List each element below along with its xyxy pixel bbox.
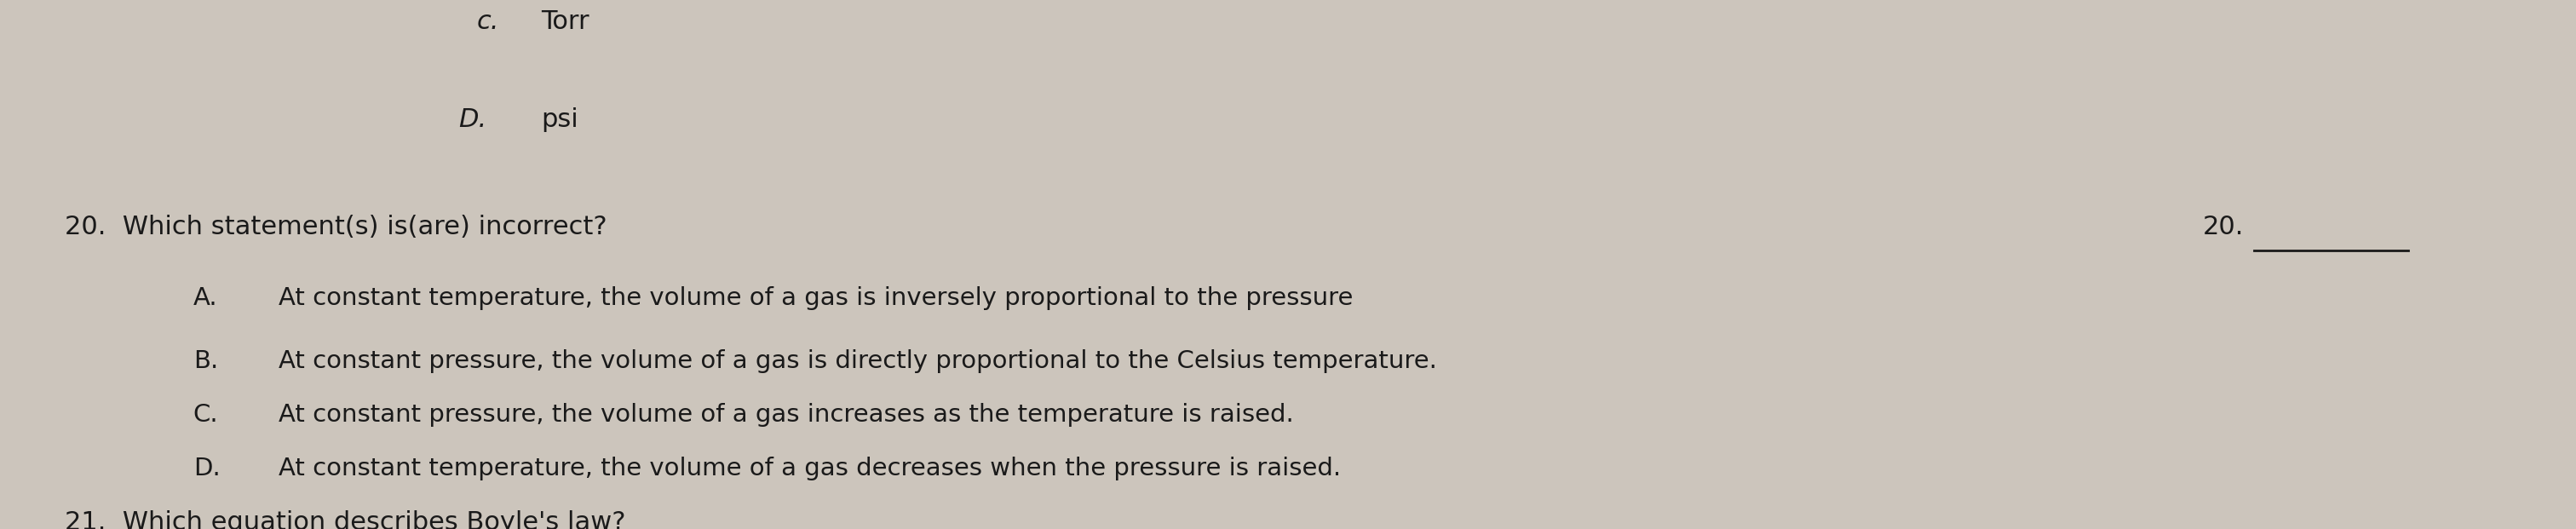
Text: psi: psi bbox=[541, 107, 577, 132]
Text: A.: A. bbox=[193, 286, 216, 310]
Text: At constant pressure, the volume of a gas increases as the temperature is raised: At constant pressure, the volume of a ga… bbox=[278, 403, 1293, 426]
Text: B.: B. bbox=[193, 349, 219, 373]
Text: C.: C. bbox=[193, 403, 219, 426]
Text: At constant temperature, the volume of a gas is inversely proportional to the pr: At constant temperature, the volume of a… bbox=[278, 286, 1352, 310]
Text: 20.  Which statement(s) is(are) incorrect?: 20. Which statement(s) is(are) incorrect… bbox=[64, 215, 608, 240]
Text: c.: c. bbox=[477, 9, 500, 34]
Text: D.: D. bbox=[459, 107, 487, 132]
Text: D.: D. bbox=[193, 456, 219, 480]
Text: At constant pressure, the volume of a gas is directly proportional to the Celsiu: At constant pressure, the volume of a ga… bbox=[278, 349, 1437, 373]
Text: At constant temperature, the volume of a gas decreases when the pressure is rais: At constant temperature, the volume of a… bbox=[278, 456, 1340, 480]
Text: Torr: Torr bbox=[541, 9, 590, 34]
Text: 20.: 20. bbox=[2202, 215, 2244, 240]
Text: 21.  Which equation describes Boyle's law?: 21. Which equation describes Boyle's law… bbox=[64, 510, 626, 529]
